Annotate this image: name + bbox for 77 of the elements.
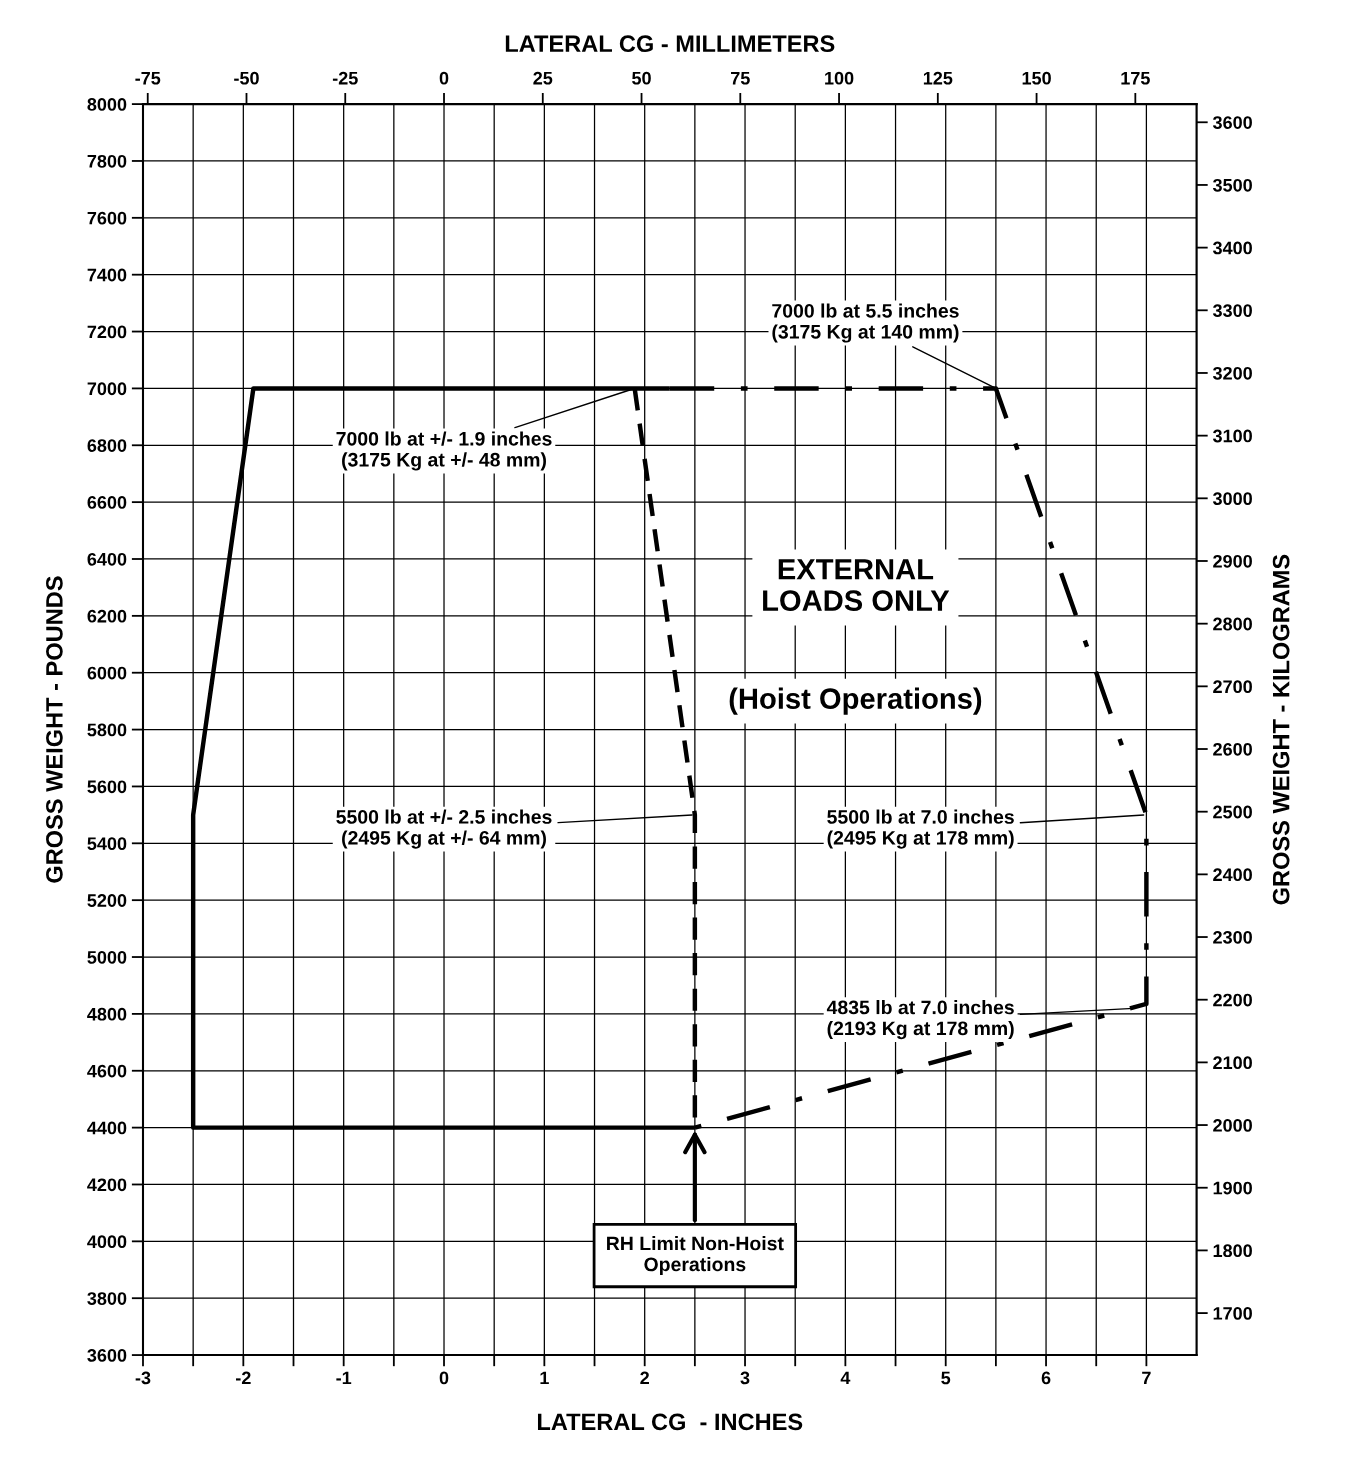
y-tick-label: 7400 (87, 268, 127, 282)
x2-tick-label: 50 (632, 71, 651, 85)
x2-tick-label: -50 (234, 71, 259, 85)
y2-tick-label: 2400 (1213, 868, 1252, 882)
y-tick-label: 5200 (87, 894, 127, 907)
y2-tick-label: 2700 (1213, 680, 1252, 694)
annotation: 7000 lb at +/- 1.9 inches (3175 Kg at +/- 48 mm) (336, 431, 552, 471)
y-tick-label: 3600 (87, 1349, 127, 1362)
y-tick-label: 6000 (87, 666, 127, 680)
x-tick-label: 3 (740, 1371, 750, 1385)
annotation: RH Limit Non-Hoist Operations (607, 1236, 784, 1276)
y2-tick-label: 3400 (1212, 241, 1252, 255)
x2-tick-label: 25 (533, 71, 553, 85)
x-tick-label: -1 (336, 1371, 352, 1385)
y2-tick-label: 3000 (1212, 492, 1252, 506)
y-tick-label: 5800 (87, 723, 127, 737)
x-tick-label: 7 (1142, 1371, 1151, 1385)
y2-tick-label: 3500 (1212, 178, 1252, 192)
y-tick-label: 4200 (87, 1178, 127, 1192)
y2-tick-label: 1800 (1213, 1244, 1252, 1258)
y2-tick-label: 2000 (1213, 1118, 1252, 1132)
y-tick-label: 4400 (87, 1121, 127, 1135)
y-axis-title: GROSS WEIGHT - POUNDS (46, 576, 63, 883)
annotation: EXTERNAL LOADS ONLY (763, 559, 950, 611)
y2-tick-label: 3300 (1212, 304, 1252, 318)
y-tick-label: 7600 (87, 211, 127, 225)
y-tick-label: 7000 (87, 382, 127, 396)
x2-tick-label: 0 (439, 71, 449, 85)
y-tick-label: 7200 (87, 325, 127, 339)
y2-tick-label: 2600 (1213, 742, 1252, 756)
x2-tick-label: -25 (332, 71, 358, 85)
annotation: 7000 lb at 5.5 inches (3175 Kg at 140 mm) (772, 303, 959, 343)
y2-tick-label: 2100 (1213, 1056, 1252, 1070)
y2-tick-label: 2500 (1213, 805, 1252, 819)
x-tick-label: 2 (640, 1371, 649, 1385)
y2-tick-label: 2200 (1213, 993, 1252, 1007)
x2-tick-label: 75 (731, 71, 750, 85)
x-tick-label: -2 (236, 1371, 251, 1385)
y-tick-label: 8000 (87, 98, 127, 111)
y2-tick-label: 3100 (1212, 429, 1252, 443)
x-tick-label: 4 (840, 1371, 851, 1385)
y2-tick-label: 3200 (1212, 366, 1252, 380)
annotation: 5500 lb at 7.0 inches (2495 Kg at 178 mm) (827, 809, 1014, 849)
x2-axis-title: LATERAL CG - MILLIMETERS (505, 35, 835, 53)
y-tick-label: 5600 (87, 780, 127, 794)
y2-tick-label: 2900 (1213, 554, 1252, 568)
y-tick-label: 4800 (87, 1007, 127, 1021)
y-tick-label: 5400 (87, 837, 127, 851)
y2-axis-title: GROSS WEIGHT - KILOGRAMS (1272, 554, 1290, 905)
x-tick-label: -3 (135, 1371, 151, 1385)
y-tick-label: 5000 (87, 950, 127, 964)
y2-tick-label: 3600 (1212, 116, 1252, 130)
annotation: 4835 lb at 7.0 inches (2193 Kg at 178 mm) (826, 1000, 1014, 1040)
y2-tick-label: 2300 (1213, 930, 1252, 944)
x-tick-label: 0 (439, 1371, 449, 1385)
x2-tick-label: 175 (1121, 71, 1150, 85)
y-tick-label: 4600 (87, 1064, 127, 1078)
x2-tick-label: 100 (825, 71, 854, 85)
y-tick-label: 6400 (87, 552, 127, 566)
y-tick-label: 6600 (87, 496, 127, 509)
y-tick-label: 6200 (87, 609, 127, 623)
y-tick-label: 7800 (87, 154, 127, 168)
x2-tick-label: 125 (923, 71, 953, 85)
y-tick-label: 4000 (87, 1235, 127, 1249)
x2-tick-label: 150 (1022, 71, 1051, 85)
x-tick-label: 5 (941, 1371, 951, 1385)
y2-tick-label: 1700 (1213, 1307, 1252, 1320)
y2-tick-label: 2800 (1213, 617, 1252, 631)
x-axis-title: LATERAL CG - INCHES (537, 1413, 803, 1431)
x2-tick-label: -75 (135, 71, 161, 85)
x-tick-label: 1 (540, 1371, 549, 1385)
y2-tick-label: 1900 (1213, 1181, 1252, 1195)
x-tick-label: 6 (1041, 1371, 1051, 1385)
y-tick-label: 3800 (87, 1292, 127, 1305)
annotation: (Hoist Operations) (729, 687, 982, 715)
annotation: 5500 lb at +/- 2.5 inches (2495 Kg at +/- 64 mm) (336, 809, 552, 849)
y-tick-label: 6800 (87, 439, 127, 452)
